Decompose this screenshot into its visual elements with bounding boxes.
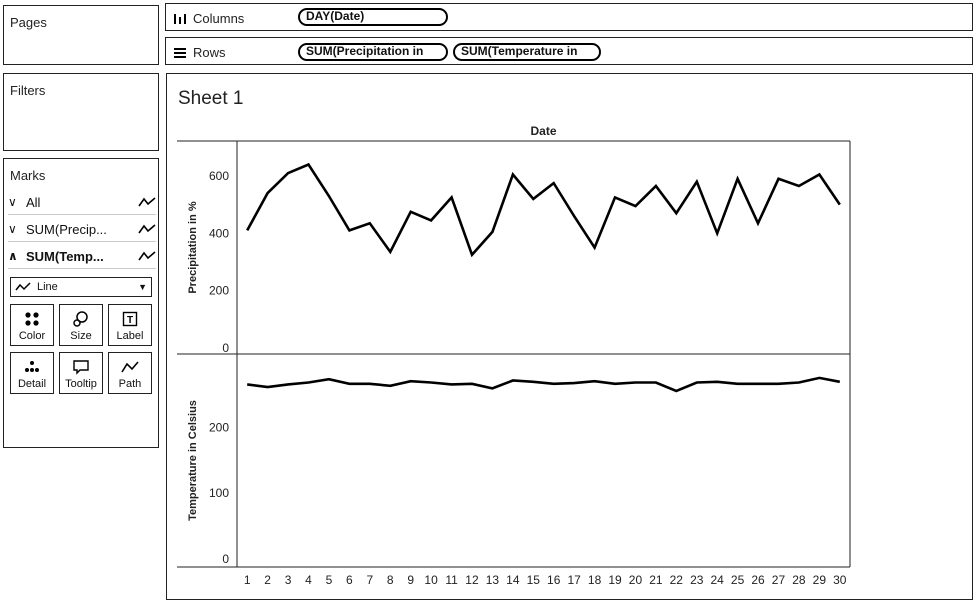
x-tick-label: 26 [751, 573, 765, 587]
size-button[interactable]: Size [59, 304, 103, 346]
path-icon [121, 358, 139, 376]
y-tick-label: 600 [209, 169, 229, 183]
x-tick-label: 23 [690, 573, 704, 587]
y-tick-label: 200 [209, 420, 229, 434]
path-button-label: Path [118, 378, 142, 390]
pages-title: Pages [10, 15, 47, 30]
label-button-label: Label [116, 330, 144, 342]
rows-icon [174, 47, 186, 58]
marks-card: Marks ∨ All ∨ SUM(Precip... ∧ SUM(Temp..… [3, 158, 159, 448]
y-tick-label: 100 [209, 486, 229, 500]
y-tick-label: 200 [209, 284, 229, 298]
day-date-pill[interactable]: DAY(Date) [298, 8, 448, 26]
x-tick-label: 6 [346, 573, 353, 587]
detail-button[interactable]: Detail [10, 352, 54, 394]
x-tick-label: 10 [424, 573, 438, 587]
rows-shelf-label: Rows [193, 45, 226, 60]
chevron-up-icon: ∧ [8, 249, 18, 263]
x-tick-label: 11 [445, 573, 458, 587]
columns-shelf-label-group: Columns [173, 11, 244, 26]
color-button-label: Color [18, 330, 46, 342]
color-button[interactable]: Color [10, 304, 54, 346]
sum-temperature-pill[interactable]: SUM(Temperature in [453, 43, 601, 61]
x-tick-label: 28 [792, 573, 806, 587]
rows-shelf-label-group: Rows [173, 45, 226, 60]
chart-header: Date [530, 124, 556, 138]
x-tick-label: 12 [465, 573, 479, 587]
y-tick-label: 0 [222, 552, 229, 566]
size-button-label: Size [70, 330, 92, 342]
color-icon [24, 310, 40, 328]
dropdown-arrow-icon: ▼ [138, 282, 147, 292]
marks-title: Marks [10, 168, 46, 183]
marks-row-precipitation[interactable]: ∨ SUM(Precip... [8, 217, 156, 242]
x-tick-label: 30 [833, 573, 847, 587]
sheet-title: Sheet 1 [178, 88, 244, 109]
tooltip-button[interactable]: Tooltip [59, 352, 103, 394]
x-tick-label: 1 [244, 573, 251, 587]
x-tick-label: 24 [711, 573, 725, 587]
mark-type-value: Line [37, 281, 58, 293]
path-button[interactable]: Path [108, 352, 152, 394]
x-tick-label: 15 [527, 573, 541, 587]
x-tick-label: 29 [813, 573, 827, 587]
x-tick-label: 4 [305, 573, 312, 587]
marks-row-label: SUM(Temp... [26, 248, 104, 264]
series-line-temperature [247, 376, 841, 393]
x-tick-label: 3 [285, 573, 292, 587]
y-tick-label: 0 [222, 341, 229, 355]
size-icon [72, 310, 90, 328]
x-tick-label: 22 [670, 573, 684, 587]
x-tick-label: 25 [731, 573, 745, 587]
x-tick-label: 20 [629, 573, 643, 587]
tooltip-button-label: Tooltip [65, 378, 97, 390]
label-icon: T [122, 310, 138, 328]
label-button[interactable]: T Label [108, 304, 152, 346]
line-mark-icon [15, 282, 31, 291]
x-tick-label: 21 [649, 573, 663, 587]
columns-shelf-label: Columns [193, 11, 245, 26]
x-tick-label: 13 [486, 573, 500, 587]
filters-card: Filters [3, 73, 159, 151]
marks-row-label: All [26, 194, 41, 210]
x-tick-label: 17 [567, 573, 581, 587]
columns-shelf[interactable]: Columns DAY(Date) [165, 3, 973, 31]
x-tick-label: 14 [506, 573, 520, 587]
chevron-down-icon: ∨ [8, 222, 17, 236]
x-tick-label: 7 [366, 573, 373, 587]
sum-precipitation-pill[interactable]: SUM(Precipitation in [298, 43, 448, 61]
x-tick-label: 2 [264, 573, 271, 587]
tooltip-icon [72, 358, 90, 376]
series-line-precipitation [246, 162, 841, 258]
x-tick-label: 16 [547, 573, 561, 587]
x-tick-label: 19 [608, 573, 622, 587]
columns-icon [174, 13, 186, 24]
x-tick-label: 9 [407, 573, 414, 587]
rows-shelf[interactable]: Rows SUM(Precipitation in SUM(Temperatur… [165, 37, 973, 65]
x-tick-label: 5 [326, 573, 333, 587]
line-mark-icon [138, 251, 156, 261]
worksheet-view: Sheet 1 [166, 73, 973, 600]
y-axis-label: Precipitation in % [187, 201, 199, 294]
marks-row-temperature[interactable]: ∧ SUM(Temp... [8, 244, 156, 269]
svg-text:T: T [127, 315, 133, 326]
marks-row-label: SUM(Precip... [26, 221, 107, 237]
detail-button-label: Detail [17, 378, 47, 390]
pages-card: Pages [3, 5, 159, 65]
x-tick-label: 8 [387, 573, 394, 587]
detail-icon [24, 358, 40, 376]
line-mark-icon [138, 224, 156, 234]
line-mark-icon [138, 197, 156, 207]
y-axis-label: Temperature in Celsius [187, 400, 199, 521]
mark-type-dropdown[interactable]: Line ▼ [10, 277, 152, 297]
x-tick-label: 27 [772, 573, 786, 587]
chevron-down-icon: ∨ [8, 195, 17, 209]
marks-row-all[interactable]: ∨ All [8, 190, 156, 215]
x-tick-label: 18 [588, 573, 602, 587]
filters-title: Filters [10, 83, 46, 98]
y-tick-label: 400 [209, 226, 229, 240]
